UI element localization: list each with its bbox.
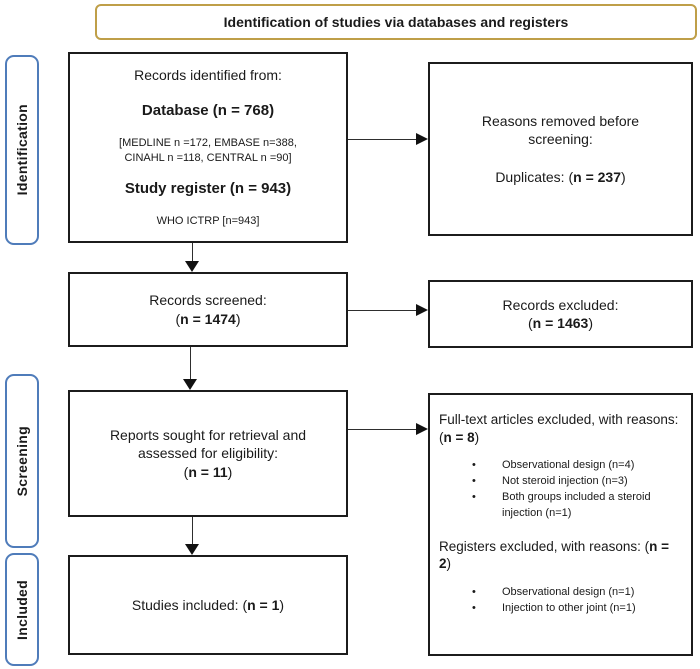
fulltext-excluded-title: Full-text articles excluded, with reason… [439, 411, 683, 446]
arrow-line [191, 243, 194, 263]
removed-title-line1: Reasons removed before [481, 112, 640, 129]
arrow-line [191, 517, 194, 546]
database-count: Database (n = 768) [141, 102, 275, 120]
arrow-down-icon [185, 517, 200, 555]
reports-sought-count: (n = 11) [184, 463, 233, 481]
fulltext-excluded-reasons-list: • Observational design (n=4) • Not stero… [439, 458, 683, 522]
arrow-head [416, 423, 428, 435]
box-removed-before-screening: Reasons removed before screening: Duplic… [428, 62, 693, 236]
arrow-line [348, 309, 417, 312]
reports-sought-label: Reports sought for retrieval and assesse… [110, 426, 306, 462]
duplicates-close-paren: ) [621, 169, 626, 186]
bullet-icon: • [472, 459, 476, 472]
records-identified-intro: Records identified from: [134, 67, 282, 83]
records-excluded-label: Records excluded: [502, 296, 619, 313]
excluded-value: n = 1463 [532, 315, 589, 331]
list-item: • Both groups included a steroid injecti… [439, 490, 683, 522]
reports-label-line1: Reports sought for retrieval and [109, 427, 307, 444]
registers-excluded-value: n = 2 [439, 538, 669, 572]
arrow-down-icon [183, 347, 198, 390]
list-item: • Observational design (n=1) [439, 585, 683, 601]
banner-title: Identification of studies via databases … [223, 14, 569, 30]
box-records-identified: Records identified from: Database (n = 7… [68, 52, 348, 243]
box-reports-sought: Reports sought for retrieval and assesse… [68, 390, 348, 517]
reports-label-line2: assessed for eligibility: [137, 445, 279, 462]
arrow-down-icon [185, 243, 200, 272]
registers-title-text: Registers excluded, with reasons: ( [439, 538, 650, 554]
arrow-line [348, 138, 417, 141]
excluded-open-paren: ( [528, 315, 533, 331]
stage-label-identification-text: Identification [14, 104, 30, 196]
arrow-head [416, 133, 428, 145]
exclusion-reasons-content: Full-text articles excluded, with reason… [430, 395, 691, 617]
reports-value: n = 11 [188, 463, 228, 480]
database-sources-line2: CINAHL n =118, CENTRAL n =90] [124, 152, 292, 165]
arrow-line [348, 428, 417, 431]
database-sources: [MEDLINE n =172, EMBASE n=388, CINAHL n … [70, 136, 346, 167]
reason-text: Injection to other joint (n=1) [502, 601, 636, 614]
screened-open-paren: ( [175, 310, 181, 327]
screened-close-paren: ) [235, 310, 241, 327]
list-item: • Observational design (n=4) [439, 458, 683, 474]
stage-label-included-text: Included [14, 579, 30, 640]
bullet-icon: • [472, 601, 476, 614]
arrow-head [416, 304, 428, 316]
fulltext-close-paren: ) [474, 429, 480, 445]
fulltext-excluded-value: n = 8 [443, 429, 475, 445]
registers-excluded-title: Registers excluded, with reasons: (n = 2… [439, 538, 683, 573]
list-item: • Not steroid injection (n=3) [439, 474, 683, 490]
reason-text: Both groups included a steroid injection… [502, 490, 651, 519]
database-sources-line1: [MEDLINE n =172, EMBASE n=388, [119, 136, 297, 149]
records-screened-label: Records screened: [149, 292, 267, 309]
studies-included-count: Studies included: (n = 1) [132, 596, 284, 614]
study-register-count: Study register (n = 943) [124, 180, 292, 198]
arrow-right-icon [348, 304, 428, 317]
bullet-icon: • [472, 475, 476, 488]
arrow-right-icon [348, 133, 428, 146]
removed-before-screening-title: Reasons removed before screening: [482, 112, 639, 148]
stage-label-screening: Screening [5, 374, 39, 548]
records-screened-count: (n = 1474) [176, 310, 241, 328]
duplicates-value: n = 237 [573, 169, 621, 186]
arrow-head [185, 261, 199, 272]
excluded-close-paren: ) [588, 315, 593, 331]
bullet-icon: • [472, 585, 476, 598]
reason-text: Not steroid injection (n=3) [502, 475, 628, 488]
arrow-head [183, 379, 197, 390]
register-source: WHO ICTRP [n=943] [156, 214, 260, 227]
studies-included-label: Studies included: ( [131, 596, 248, 613]
duplicates-label: Duplicates: ( [495, 169, 574, 186]
arrow-line [189, 347, 192, 381]
fulltext-title-text: Full-text articles excluded, with reason… [439, 412, 679, 445]
box-studies-included: Studies included: (n = 1) [68, 555, 348, 655]
list-item: • Injection to other joint (n=1) [439, 601, 683, 617]
registers-excluded-reasons-list: • Observational design (n=1) • Injection… [439, 585, 683, 617]
box-fulltext-and-registers-excluded: Full-text articles excluded, with reason… [428, 393, 693, 656]
reports-close-paren: ) [227, 463, 233, 480]
records-excluded-count: (n = 1463) [528, 314, 593, 332]
removed-title-line2: screening: [528, 130, 593, 147]
stage-label-screening-text: Screening [14, 425, 30, 497]
reports-open-paren: ( [183, 463, 189, 480]
box-records-excluded: Records excluded: (n = 1463) [428, 280, 693, 348]
registers-close-paren: ) [446, 556, 452, 572]
arrow-right-icon [348, 423, 428, 436]
box-records-screened: Records screened: (n = 1474) [68, 272, 348, 347]
reason-text: Observational design (n=4) [502, 459, 635, 472]
reason-text: Observational design (n=1) [502, 585, 635, 598]
screened-value: n = 1474 [180, 310, 236, 327]
arrow-head [185, 544, 199, 555]
banner-identification-via-databases: Identification of studies via databases … [95, 4, 697, 40]
duplicates-count: Duplicates: (n = 237) [495, 168, 625, 186]
bullet-icon: • [472, 490, 476, 503]
studies-included-value: n = 1 [247, 596, 280, 613]
studies-included-close-paren: ) [279, 596, 285, 613]
stage-label-included: Included [5, 553, 39, 666]
stage-label-identification: Identification [5, 55, 39, 245]
